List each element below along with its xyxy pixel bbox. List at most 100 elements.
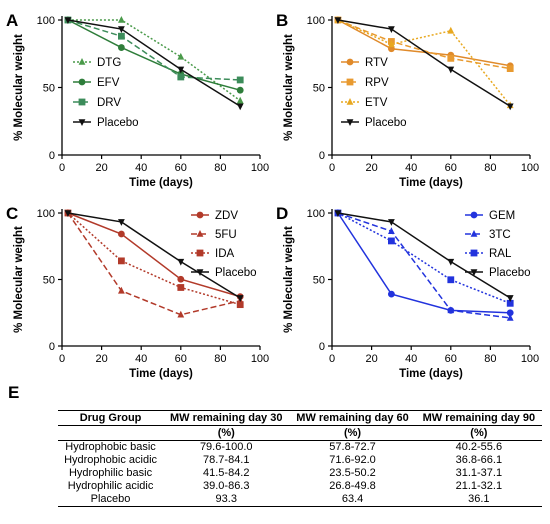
series-line	[337, 19, 511, 107]
x-tick-label: 40	[405, 353, 417, 365]
legend-label: IDA	[215, 248, 235, 260]
header-units-day90: (%)	[415, 425, 542, 441]
legend-swatch-marker	[78, 58, 86, 65]
cell-day60: 63.4	[289, 493, 416, 507]
x-tick-label: 0	[329, 353, 335, 365]
legend-item-rpv: RPV	[341, 77, 389, 89]
y-axis-label: % Molecular weight	[283, 226, 295, 333]
y-tick-label: 50	[313, 275, 325, 287]
legend-label: EFV	[97, 77, 120, 89]
table-row: Hydrophilic basic 41.5-84.2 23.5-50.2 31…	[58, 467, 542, 480]
y-tick-label: 100	[37, 208, 55, 220]
data-point	[388, 40, 395, 48]
y-axis-label: % Molecular weight	[13, 34, 25, 141]
series-placebo	[334, 210, 514, 302]
data-point	[118, 219, 125, 226]
data-point	[447, 54, 455, 62]
series-line	[67, 19, 241, 91]
data-point	[388, 237, 395, 245]
data-point	[506, 65, 514, 72]
y-tick-label: 100	[307, 208, 325, 220]
data-point	[388, 219, 395, 226]
legend-item-efv: EFV	[73, 77, 120, 89]
data-point	[236, 301, 244, 309]
legend-item-ral: RAL	[465, 248, 512, 260]
legend-label: RTV	[365, 57, 388, 69]
legend-swatch-marker	[78, 98, 86, 106]
data-point	[388, 26, 395, 34]
legend-label: 5FU	[215, 229, 237, 241]
legend-swatch-marker	[196, 230, 204, 237]
panel-label: B	[276, 11, 288, 30]
y-tick-label: 100	[307, 15, 325, 27]
chart-panel-a: A 0 20 40 60 80 100 0 50 100 Time (days) % Molecula…	[6, 11, 269, 189]
data-point	[236, 103, 244, 111]
legend-swatch-marker	[346, 78, 354, 86]
header-day60: MW remaining day 60	[296, 412, 409, 424]
legend-item-ida: IDA	[191, 248, 235, 260]
x-tick-label: 100	[251, 162, 269, 174]
data-point	[118, 32, 125, 40]
cell-day60: 57.8-72.7	[329, 441, 376, 453]
legend-label: DRV	[97, 97, 121, 109]
legend-swatch-marker	[346, 119, 354, 126]
cell-day60: 26.8-49.8	[329, 480, 376, 492]
series-placebo	[64, 17, 244, 111]
table-row: Hydrophobic acidic 78.7-84.1 71.6-92.0 3…	[58, 454, 542, 467]
series-line	[67, 212, 241, 306]
x-tick-label: 80	[484, 353, 496, 365]
legend-item-placebo: Placebo	[465, 267, 531, 279]
x-tick-label: 80	[484, 162, 496, 174]
chart-panel-d: D 0 20 40 60 80 100 0 50 100 Time (days) % Molecula…	[276, 204, 539, 380]
cell-day30: 79.6-100.0	[199, 441, 253, 453]
cell-day30: 39.0-86.3	[203, 480, 250, 492]
x-tick-label: 20	[95, 353, 107, 365]
legend-item-drv: DRV	[73, 97, 121, 109]
series-line	[337, 212, 511, 299]
cell-day30: 78.7-84.1	[203, 454, 250, 466]
table-header-units-row: (%) (%) (%)	[58, 425, 542, 441]
data-point	[177, 284, 185, 291]
header-day90: MW remaining day 90	[422, 412, 536, 424]
cell-day60: 23.5-50.2	[329, 467, 376, 479]
series-line	[337, 212, 511, 319]
y-tick-label: 50	[43, 83, 55, 95]
legend-swatch-marker	[470, 249, 478, 257]
x-axis-label: Time (days)	[129, 177, 193, 189]
series-placebo	[64, 210, 244, 302]
legend-swatch-marker	[196, 211, 204, 219]
data-point	[177, 310, 185, 318]
figure: A 0 20 40 60 80 100 0 50 100 Time (days) % Molecula…	[6, 11, 539, 380]
x-tick-label: 0	[329, 162, 335, 174]
table-row: Placebo 93.3 63.4 36.1	[58, 493, 542, 507]
data-point	[236, 96, 244, 104]
legend-swatch-marker	[78, 78, 86, 86]
legend-label: Placebo	[489, 267, 531, 279]
cell-day30: 93.3	[163, 493, 290, 507]
legend-label: RAL	[489, 248, 512, 260]
panel-label: A	[6, 11, 18, 30]
series-dtg	[64, 16, 244, 104]
legend-swatch-marker	[470, 230, 478, 237]
legend-item-placebo: Placebo	[191, 267, 257, 279]
legend-label: Placebo	[365, 117, 407, 129]
y-tick-label: 0	[49, 150, 55, 162]
legend-item-dtg: DTG	[73, 57, 121, 69]
data-point	[177, 275, 185, 283]
data-point	[236, 295, 244, 302]
y-axis-label: % Molecular weight	[283, 34, 295, 141]
x-axis-label: Time (days)	[129, 368, 193, 380]
legend-item-placebo: Placebo	[341, 117, 407, 129]
legend-swatch-marker	[78, 119, 86, 126]
legend-label: GEM	[489, 210, 515, 222]
x-tick-label: 60	[175, 353, 187, 365]
x-tick-label: 80	[214, 162, 226, 174]
y-tick-label: 50	[43, 275, 55, 287]
data-point	[506, 103, 514, 111]
data-point	[334, 17, 342, 24]
legend-label: Placebo	[215, 267, 257, 279]
x-tick-label: 0	[59, 353, 65, 365]
y-axis-label: % Molecular weight	[13, 226, 25, 333]
data-point	[177, 66, 185, 74]
series-line	[337, 19, 511, 70]
